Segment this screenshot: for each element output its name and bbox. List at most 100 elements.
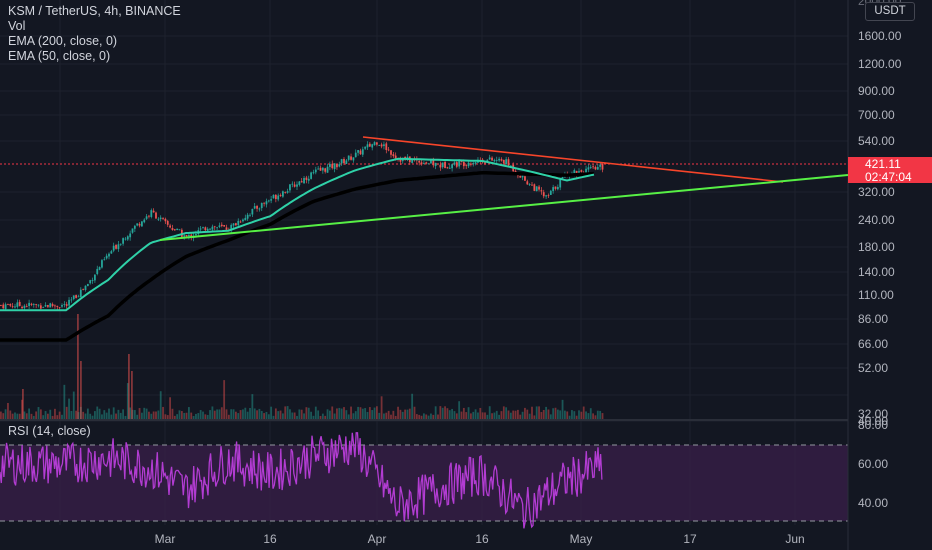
volume-bar <box>119 412 122 419</box>
candle-body <box>538 186 540 190</box>
volume-bar <box>256 410 258 419</box>
volume-bar <box>244 407 247 419</box>
candle-body <box>343 158 345 164</box>
volume-bar <box>108 408 110 419</box>
volume-bar <box>249 407 251 419</box>
candle-body <box>491 157 493 161</box>
volume-bar <box>383 413 385 419</box>
candle-body <box>58 307 61 309</box>
candle-body <box>549 190 552 195</box>
volume-bar <box>589 408 592 419</box>
currency-button[interactable]: USDT <box>865 2 915 21</box>
candle-body <box>455 162 458 167</box>
volume-bar <box>592 413 594 419</box>
candle-body <box>105 255 108 259</box>
volume-bar <box>571 410 573 419</box>
volume-bar <box>124 415 127 419</box>
volume-bar <box>601 413 604 419</box>
candle-body <box>72 295 75 300</box>
ema50-legend[interactable]: EMA (50, close, 0) <box>8 49 111 63</box>
candle-body <box>164 218 167 222</box>
volume-bar <box>152 411 155 419</box>
volume-bar <box>319 415 322 419</box>
candle-body <box>122 238 124 244</box>
bar-countdown: 02:47:04 <box>865 169 912 184</box>
candle-body <box>495 160 498 161</box>
volume-bar <box>164 414 167 419</box>
candle-body <box>601 163 604 170</box>
candle-body <box>507 159 510 166</box>
volume-spike <box>80 361 82 419</box>
support-trendline[interactable] <box>159 174 849 241</box>
candle-body <box>37 304 40 306</box>
volume-bar <box>4 409 7 419</box>
candle-body <box>420 162 423 165</box>
candle-body <box>166 221 169 225</box>
volume-bar <box>171 408 174 419</box>
volume-bar <box>150 413 153 419</box>
volume-bar <box>305 407 308 419</box>
candle-body <box>199 228 202 230</box>
candle-body <box>453 162 456 165</box>
candle-body <box>11 306 14 308</box>
candle-body <box>312 172 315 174</box>
candle-body <box>133 225 136 229</box>
candle-body <box>305 177 308 180</box>
volume-bar <box>7 402 9 419</box>
candle-body <box>329 163 331 167</box>
candle-body <box>148 215 150 217</box>
candle-body <box>126 236 129 240</box>
candle-body <box>321 167 324 171</box>
volume-bar <box>430 413 432 419</box>
volume-bar <box>486 414 489 419</box>
rsi-legend[interactable]: RSI (14, close) <box>8 424 91 438</box>
candle-body <box>364 146 367 149</box>
volume-bar <box>115 413 117 419</box>
candle-body <box>89 280 92 284</box>
volume-spike <box>22 389 24 419</box>
candle-body <box>319 167 322 171</box>
candle-body <box>277 195 280 200</box>
volume-bar <box>176 414 179 419</box>
candle-body <box>237 220 240 226</box>
candle-body <box>235 223 237 226</box>
volume-bar <box>84 413 87 419</box>
volume-bar <box>86 408 89 419</box>
candle-body <box>9 303 12 306</box>
volume-bar <box>472 411 475 419</box>
volume-bar <box>528 413 531 419</box>
candle-body <box>272 194 275 199</box>
candle-body <box>211 226 214 230</box>
current-price-value: 421.11 <box>865 157 901 171</box>
volume-bar <box>72 391 75 419</box>
volume-bar <box>448 410 451 419</box>
volume-bar <box>451 408 453 419</box>
volume-bar <box>195 413 197 419</box>
candle-body <box>378 145 381 146</box>
volume-bar <box>573 411 576 419</box>
volume-legend[interactable]: Vol <box>8 19 26 33</box>
volume-bar <box>549 414 552 419</box>
symbol-title[interactable]: KSM / TetherUS, 4h, BINANCE <box>8 4 181 18</box>
volume-bar <box>197 413 200 419</box>
candle-body <box>124 238 127 240</box>
ema200-legend[interactable]: EMA (200, close, 0) <box>8 34 118 48</box>
resistance-trendline[interactable] <box>362 136 784 183</box>
candle-body <box>82 289 85 290</box>
volume-bar <box>91 415 94 419</box>
volume-bar <box>138 408 141 419</box>
volume-bar <box>350 406 352 419</box>
candle-body <box>493 159 496 162</box>
candle-body <box>458 161 461 167</box>
volume-bar <box>58 411 61 419</box>
volume-bar <box>141 412 143 419</box>
candle-body <box>533 184 536 191</box>
volume-bar <box>9 410 12 419</box>
price-tick: 140.00 <box>858 265 895 279</box>
candle-body <box>314 169 317 173</box>
candle-body <box>331 163 334 169</box>
price-tick: 540.00 <box>858 134 895 148</box>
volume-bar <box>307 407 310 419</box>
volume-bar <box>495 410 498 419</box>
